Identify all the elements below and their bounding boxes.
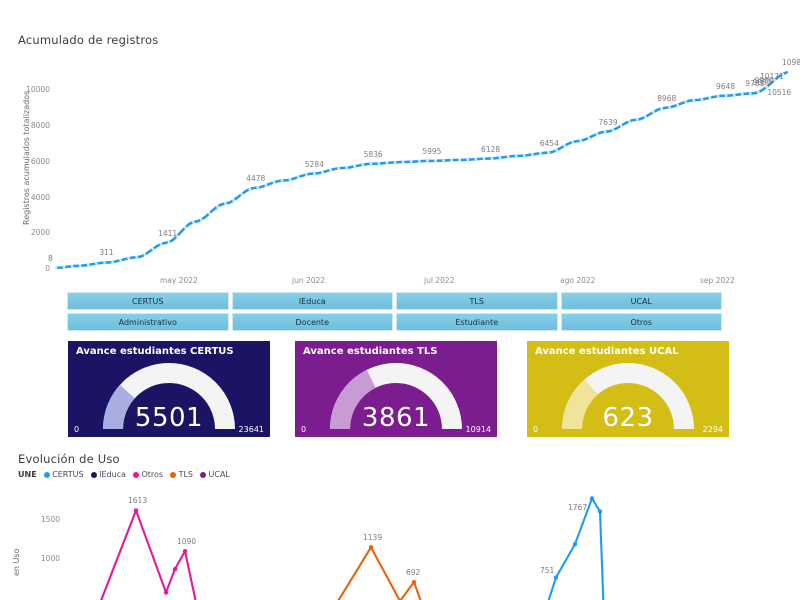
legend-item-ucal[interactable]: UCAL [200,470,230,479]
legend-item-tls[interactable]: TLS [170,470,193,479]
gauge-value: 3861 [361,403,431,433]
filter-row-organizations: CERTUS IEduca TLS UCAL [67,292,722,310]
data-point-label: 7639 [598,117,618,127]
gauge-card-tls[interactable]: Avance estudiantes TLS 3861 0 10914 [295,341,497,437]
evolution-data-label: 692 [406,568,421,578]
data-point-label: 5836 [363,149,383,159]
gauge-arc [295,355,497,431]
data-point-label: 4478 [246,174,266,184]
y-tick-label: 0 [45,264,50,273]
filter-button-label: UCAL [630,296,652,306]
gauge-min-label: 0 [533,425,539,434]
filter-button-role-otros[interactable]: Otros [560,313,722,331]
x-tick-label: may 2022 [160,276,198,285]
data-point-label: 6128 [481,144,501,154]
y-tick-label: 8000 [30,121,50,131]
data-point-label: 10982 [782,57,800,67]
evolution-data-label: 1090 [177,537,197,547]
gauge-card-ucal[interactable]: Avance estudiantes UCAL 623 0 2294 [527,341,729,437]
gauge-title: Avance estudiantes UCAL [535,346,679,357]
legend-item-otros[interactable]: Otros [132,470,164,479]
filter-button-org-ucal[interactable]: UCAL [560,292,722,310]
accumulated-registrations-chart[interactable]: Registros acumulados totalizados 0 2000 40… [0,50,800,288]
legend-color-dot-icon [90,471,97,478]
filter-button-role-administrativo[interactable]: Administrativo [67,313,229,331]
evolution-data-label: 1139 [363,533,383,543]
x-tick-label: ago 2022 [560,276,596,285]
accumulated-chart-title: Acumulado de registros [18,33,159,47]
evolution-data-label: 1767 [568,503,588,513]
data-point-label: 1411 [158,228,178,238]
legend-header: UNE [18,470,37,479]
evolution-y-axis-title: en Uso [12,548,21,576]
y-tick-label: 2000 [30,228,50,238]
filter-row-roles: Administrativo Docente Estudiante Otros [67,313,722,331]
data-point-label: 10516 [767,88,792,98]
filter-button-label: Estudiante [455,317,499,327]
filter-button-org-tls[interactable]: TLS [396,292,558,310]
evolution-legend[interactable]: UNE CERTUS IEduca Otros TLS UCAL [18,470,230,479]
data-point-label: 8 [48,253,53,263]
evolution-data-label: 751 [540,565,555,575]
filter-button-org-ieduca[interactable]: IEduca [231,292,393,310]
x-tick-label: jul 2022 [424,276,455,285]
gauge-arc [68,355,270,431]
gauge-card-certus[interactable]: Avance estudiantes CERTUS 5501 0 23641 [68,341,270,437]
legend-color-dot-icon [200,471,206,478]
legend-color-dot-icon [132,471,139,478]
gauge-min-label: 0 [301,425,307,434]
legend-color-dot-icon [43,471,50,478]
evolution-chart-title: Evolución de Uso [18,452,120,466]
data-point-label: 9648 [715,81,736,91]
data-point-label: 5284 [304,159,324,169]
data-point-label: 9880 [752,77,772,87]
data-point-label: 8968 [657,93,677,103]
filter-button-label: CERTUS [132,296,164,306]
filter-button-label: TLS [469,296,484,306]
gauge-value: 623 [602,403,654,433]
accumulated-line-svg [54,71,788,270]
data-point-label: 6454 [539,138,559,148]
y-tick-label: 6000 [30,156,50,166]
legend-item-certus[interactable]: CERTUS [43,470,84,479]
gauge-value: 5501 [134,403,204,433]
legend-color-dot-icon [170,471,177,478]
data-point-label: 10171 [759,72,784,82]
data-point-label: 311 [99,248,114,258]
evolution-y-tick-label: 1500 [40,515,60,525]
legend-item-label: CERTUS [52,470,84,479]
filter-button-label: Docente [295,317,329,327]
data-point-label: 9980 [754,75,774,85]
evolution-usage-chart[interactable]: en Uso 1000 1500 1613 1090 1139 692 1767 751 [0,486,800,600]
legend-item-label: UCAL [208,470,230,479]
data-point-label: 9781 [745,79,765,89]
x-tick-label: sep 2022 [700,276,735,285]
filter-button-role-docente[interactable]: Docente [231,313,393,331]
gauge-max-label: 23641 [238,425,264,434]
x-tick-label: jun 2022 [292,276,326,285]
evolution-y-tick-label: 1000 [40,554,60,564]
filter-button-label: IEduca [298,296,326,306]
y-tick-label: 10000 [26,85,50,95]
legend-item-label: IEduca [99,470,126,479]
legend-item-ieduca[interactable]: IEduca [90,470,126,479]
legend-item-label: Otros [141,470,164,479]
filter-button-label: Otros [630,317,653,327]
legend-item-label: TLS [178,470,193,479]
gauge-title: Avance estudiantes CERTUS [76,346,234,357]
gauge-title: Avance estudiantes TLS [303,346,438,357]
filter-button-label: Administrativo [118,317,177,327]
gauge-arc [527,355,729,431]
filter-button-org-certus[interactable]: CERTUS [67,292,229,310]
data-point-label: 5995 [422,146,442,156]
evolution-data-label: 1613 [128,496,148,506]
gauge-min-label: 0 [74,425,80,434]
filter-button-role-estudiante[interactable]: Estudiante [396,313,558,331]
gauge-max-label: 10914 [465,425,491,434]
gauge-max-label: 2294 [702,425,723,434]
evolution-line-svg [100,496,605,600]
y-tick-label: 4000 [30,192,50,202]
